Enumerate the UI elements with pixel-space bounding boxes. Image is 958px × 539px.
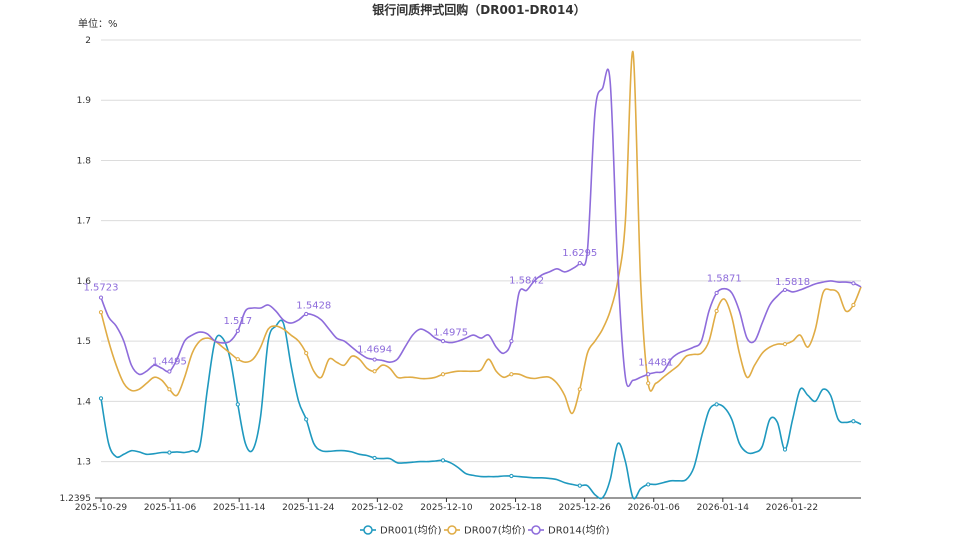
x-tick-label: 2025-11-14 [213, 503, 266, 513]
legend-marker [363, 525, 373, 535]
x-tick-label: 2026-01-06 [628, 503, 681, 513]
point-value-label: 1.517 [223, 316, 252, 327]
x-tick-label: 2025-11-24 [282, 503, 335, 513]
data-point[interactable] [167, 369, 172, 374]
x-tick-label: 2026-01-14 [697, 503, 750, 513]
legend-marker [531, 525, 541, 535]
data-point[interactable] [577, 261, 582, 266]
axes: 1.2395 1.3 1.4 1.5 1.6 1.7 1.8 1.9 2 2025-10-29 20… [60, 36, 861, 513]
series-line-3 [100, 68, 862, 388]
data-point[interactable] [577, 387, 582, 392]
data-point[interactable] [851, 281, 856, 286]
point-value-label: 1.4694 [357, 345, 392, 356]
point-value-label: 1.5723 [84, 283, 119, 294]
point-value-label: 1.5428 [296, 300, 331, 311]
data-point[interactable] [235, 328, 240, 333]
data-point[interactable] [851, 419, 856, 424]
data-point[interactable] [646, 372, 651, 377]
data-point[interactable] [714, 290, 719, 296]
x-tick-label: 2025-12-26 [558, 503, 611, 513]
data-point[interactable] [235, 402, 240, 407]
legend-item-2[interactable]: DR007(均价) [444, 525, 526, 537]
data-point[interactable] [577, 483, 582, 488]
x-tick-label: 2025-12-02 [351, 503, 403, 513]
grid-lines [101, 39, 861, 463]
point-value-label: 1.4481 [638, 357, 673, 368]
data-point[interactable] [372, 369, 377, 374]
data-point[interactable] [372, 357, 377, 362]
series-line-2 [100, 51, 862, 415]
data-point[interactable] [782, 342, 788, 347]
data-point[interactable] [646, 381, 651, 386]
data-point[interactable] [304, 417, 309, 422]
data-point[interactable] [98, 295, 104, 300]
data-point[interactable] [440, 372, 446, 377]
data-point[interactable] [372, 455, 377, 461]
data-point[interactable] [304, 351, 309, 356]
data-point[interactable] [509, 473, 514, 479]
data-point[interactable] [440, 458, 446, 463]
data-point[interactable] [646, 482, 651, 487]
data-point[interactable] [714, 402, 719, 407]
y-tick-label: 1.2395 [60, 494, 92, 504]
data-point[interactable] [782, 287, 788, 293]
y-tick-label: 1.4 [77, 397, 92, 407]
point-value-label: 1.6295 [562, 248, 597, 259]
data-point[interactable] [98, 310, 104, 315]
y-tick-label: 1.5 [77, 337, 91, 347]
x-tick-label: 2025-10-29 [75, 503, 128, 513]
x-tick-label: 2026-01-22 [766, 503, 818, 513]
legend[interactable]: DR001(均价) DR007(均价) DR014(均价) [360, 525, 610, 537]
point-value-label: 1.4495 [152, 357, 187, 368]
point-value-label: 1.4975 [433, 328, 468, 339]
legend-label: DR001(均价) [380, 525, 442, 537]
point-value-label: 1.5842 [509, 275, 544, 286]
data-point[interactable] [304, 311, 309, 317]
x-tick-label: 2025-12-18 [489, 503, 542, 513]
legend-item-3[interactable]: DR014(均价) [528, 525, 610, 537]
data-point[interactable] [235, 357, 240, 362]
unit-label: 单位：% [78, 17, 118, 30]
x-tick-label: 2025-12-10 [420, 503, 473, 513]
chart-title: 银行间质押式回购（DR001-DR014） [372, 2, 585, 17]
data-point[interactable] [167, 387, 172, 392]
data-point[interactable] [782, 447, 788, 452]
data-point[interactable] [440, 339, 446, 344]
y-tick-label: 1.8 [77, 156, 92, 166]
y-tick-label: 1.6 [77, 277, 92, 287]
y-tick-label: 1.9 [77, 96, 92, 106]
legend-label: DR007(均价) [464, 525, 526, 537]
series-group [98, 51, 862, 500]
data-point[interactable] [167, 450, 172, 455]
point-value-label: 1.5818 [775, 277, 810, 288]
data-point[interactable] [509, 372, 514, 377]
data-point[interactable] [98, 396, 104, 401]
data-point[interactable] [851, 302, 856, 308]
legend-item-1[interactable]: DR001(均价) [360, 525, 442, 537]
data-point[interactable] [714, 308, 719, 314]
legend-marker [447, 525, 457, 535]
data-point[interactable] [509, 339, 514, 344]
series-line-1 [100, 319, 862, 500]
y-tick-label: 2 [85, 36, 91, 46]
y-tick-label: 1.7 [77, 217, 91, 227]
point-value-label: 1.5871 [707, 274, 742, 285]
x-tick-label: 2025-11-06 [144, 503, 197, 513]
legend-label: DR014(均价) [548, 525, 610, 537]
point-labels: 1.5723 1.4495 1.517 1.5428 1.4694 1.4975 1.584… [84, 248, 811, 368]
y-tick-label: 1.3 [77, 458, 91, 468]
